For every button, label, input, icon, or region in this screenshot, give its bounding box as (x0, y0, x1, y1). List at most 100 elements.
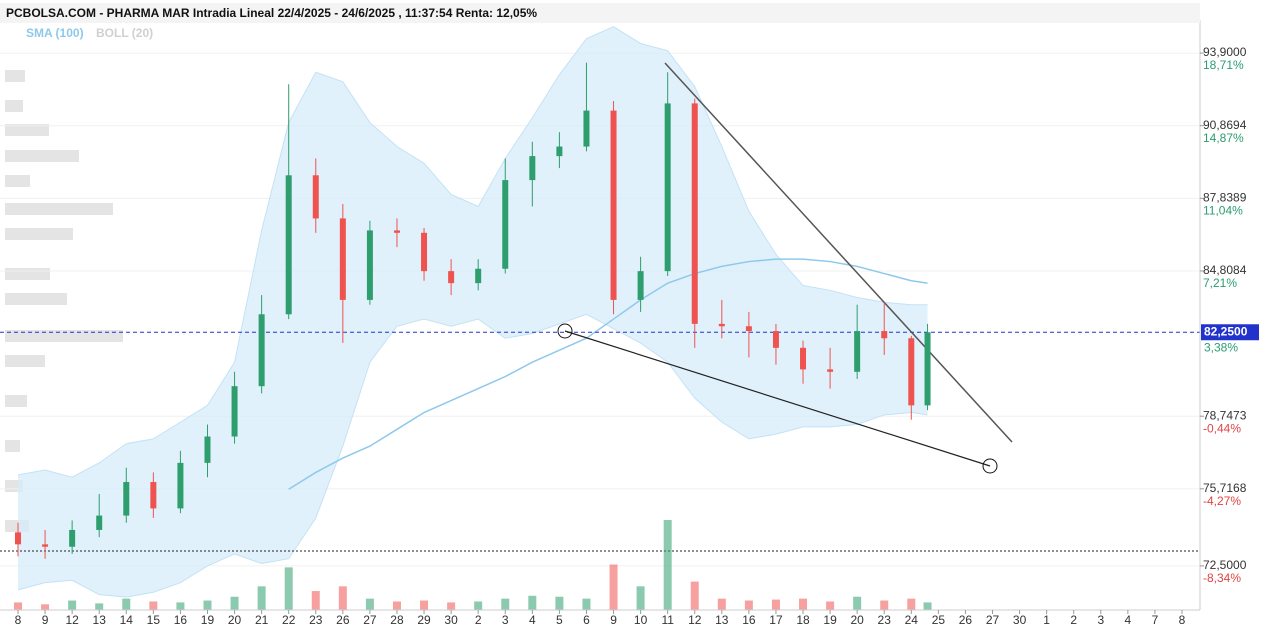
volume-bar (420, 600, 429, 610)
candle-body (772, 331, 779, 348)
x-tick-label: 28 (390, 613, 404, 627)
volume-bar (203, 600, 212, 610)
volume-bar (853, 596, 862, 610)
candle-body (15, 532, 22, 545)
volume-bar (582, 598, 591, 610)
y-tick-label: 90,8694 (1203, 118, 1247, 132)
x-tick-label: 2 (475, 613, 482, 627)
x-tick-label: 30 (444, 613, 458, 627)
volume-bar (149, 601, 158, 610)
x-tick-label: 12 (688, 613, 702, 627)
volume-bar (923, 602, 932, 610)
candle-body (421, 232, 428, 272)
candle-body (339, 218, 346, 300)
x-tick-label: 7 (1152, 613, 1159, 627)
volume-bar (95, 603, 104, 610)
candle-body (637, 271, 644, 300)
bollinger-lower (17, 313, 928, 598)
candle-body (827, 369, 834, 372)
trend-line (564, 330, 991, 467)
volume-bar (365, 598, 374, 610)
candle-body (96, 515, 103, 530)
volume-bar (799, 598, 808, 610)
volume-bar (501, 598, 510, 610)
volume-bar (907, 598, 916, 610)
y-tick-label: 78,7473 (1203, 408, 1247, 422)
trend-line (664, 62, 1013, 443)
x-tick-label: 1 (1043, 613, 1050, 627)
candle-body (502, 180, 509, 269)
trend-handle (557, 323, 573, 339)
y-tick-pct: -8,34% (1203, 571, 1241, 585)
x-tick-label: 8 (1179, 613, 1186, 627)
candle-body (924, 332, 931, 406)
y-tick-label: 84,8084 (1203, 263, 1247, 277)
x-tick-label: 30 (1013, 613, 1027, 627)
x-tick-label: 14 (120, 613, 134, 627)
x-tick-label: 19 (201, 613, 215, 627)
x-tick-label: 12 (65, 613, 79, 627)
volume-bar (68, 600, 77, 610)
x-tick-label: 8 (15, 613, 22, 627)
bollinger-band (0, 26, 1200, 598)
bollinger-upper (17, 26, 928, 478)
volume-bar (41, 604, 50, 610)
volume-bar (474, 601, 483, 610)
volume-bar (663, 520, 672, 610)
x-tick-label: 26 (959, 613, 973, 627)
candle-body (854, 331, 861, 372)
legend-sma: SMA (100) (26, 26, 84, 40)
x-tick-label: 4 (529, 613, 536, 627)
volume-bar (880, 600, 889, 610)
y-tick-label: 87,8389 (1203, 190, 1247, 204)
x-tick-label: 9 (42, 613, 49, 627)
title-bar (0, 3, 1200, 23)
x-tick-label: 21 (255, 613, 269, 627)
volume-bar (311, 591, 320, 610)
candle-body (69, 529, 76, 547)
y-tick-pct: -4,27% (1203, 494, 1241, 508)
volume-bar (609, 564, 618, 610)
candle-body (529, 156, 536, 181)
x-tick-label: 17 (769, 613, 783, 627)
candle-body (312, 175, 319, 219)
legend-boll: BOLL (20) (96, 26, 153, 40)
candle-body (691, 103, 698, 324)
x-tick-label: 13 (93, 613, 107, 627)
volume-bar (744, 600, 753, 610)
candle-body (448, 271, 455, 284)
x-tick-label: 27 (363, 613, 377, 627)
x-tick-label: 10 (634, 613, 648, 627)
candle-body (231, 386, 238, 437)
candle-body (800, 347, 807, 370)
x-tick-label: 2 (1070, 613, 1077, 627)
x-tick-label: 3 (1097, 613, 1104, 627)
x-tick-label: 5 (556, 613, 563, 627)
y-tick-pct: 11,04% (1203, 203, 1243, 217)
volume-bar (528, 595, 537, 610)
x-tick-label: 18 (796, 613, 810, 627)
candle-body (393, 230, 400, 233)
y-tick-label: 75,7168 (1203, 481, 1247, 495)
current-price-pct: 3,38% (1204, 340, 1238, 354)
candle-body (150, 482, 157, 509)
candle-body (556, 146, 563, 157)
x-tick-label: 13 (715, 613, 729, 627)
x-tick-label: 26 (336, 613, 350, 627)
trend-handle (982, 458, 998, 474)
volume-bar (717, 598, 726, 610)
candle-body (745, 326, 752, 332)
volume-profile (5, 70, 123, 532)
candle-body (718, 323, 725, 327)
x-tick-label: 15 (147, 613, 161, 627)
volume-bar (447, 602, 456, 610)
x-tick-label: 27 (986, 613, 1000, 627)
x-tick-label: 11 (661, 613, 674, 627)
bollinger-fill (18, 26, 928, 598)
volume-bar (176, 602, 185, 610)
current-price-label: 82,2500 (1204, 324, 1248, 338)
candle-body (475, 268, 482, 284)
volume-bar (284, 567, 293, 610)
volume-bar (257, 586, 266, 610)
